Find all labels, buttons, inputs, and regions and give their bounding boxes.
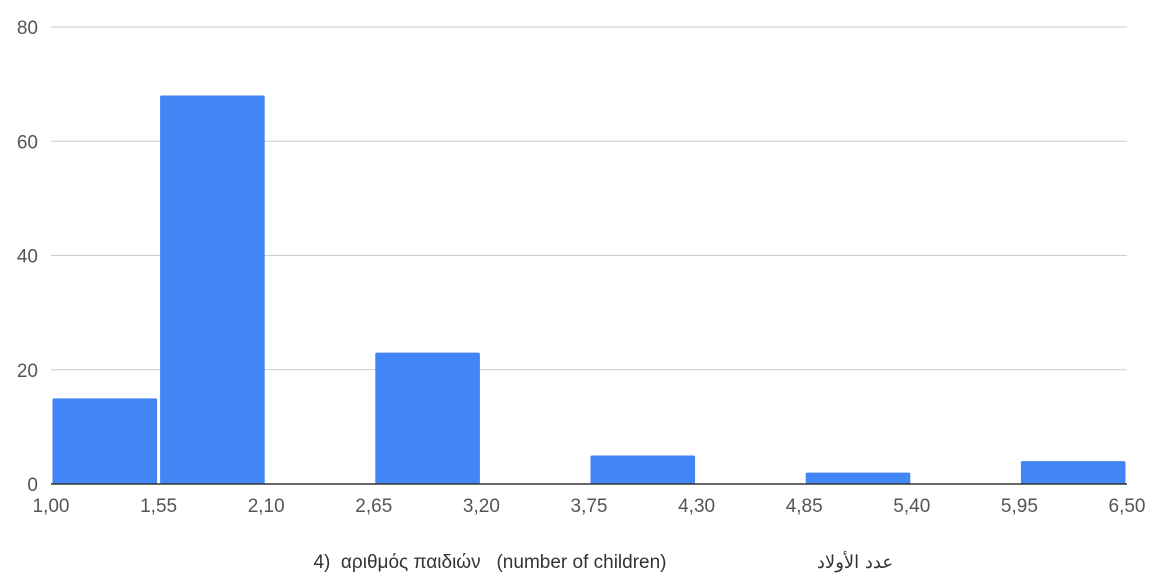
- x-axis-ticks: 1,00 1,55 2,10 2,65 3,20 3,75 4,30 4,85 5,40 5,95…: [33, 496, 1146, 517]
- bar: [1020, 461, 1126, 484]
- bar: [805, 472, 911, 484]
- x-tick-label: 1,55: [140, 496, 177, 517]
- x-tick-label: 3,75: [571, 496, 608, 517]
- bar: [160, 95, 265, 485]
- x-axis-label-arabic: عدد الأولاد: [817, 550, 893, 573]
- x-tick-label: 5,40: [893, 496, 930, 517]
- x-tick-label: 4,30: [678, 496, 715, 517]
- x-tick-label: 6,50: [1109, 496, 1146, 517]
- x-tick-label: 3,20: [463, 496, 500, 517]
- y-tick-label: 0: [27, 475, 38, 496]
- x-tick-label: 2,65: [355, 496, 392, 517]
- y-tick-label: 80: [17, 18, 38, 39]
- x-tick-label: 4,85: [786, 496, 823, 517]
- x-tick-label: 5,95: [1001, 496, 1038, 517]
- bar: [590, 455, 696, 484]
- x-tick-label: 1,00: [33, 496, 70, 517]
- x-axis-label: 4) αριθμός παιδιών (number of children): [313, 552, 666, 573]
- bars: [52, 95, 1126, 485]
- y-tick-label: 60: [17, 132, 38, 153]
- y-tick-label: 20: [17, 361, 38, 382]
- x-tick-label: 2,10: [248, 496, 285, 517]
- bar: [375, 352, 480, 484]
- bar: [52, 398, 158, 484]
- y-axis-ticks: 0 20 40 60 80: [17, 18, 38, 496]
- y-tick-label: 40: [17, 247, 38, 268]
